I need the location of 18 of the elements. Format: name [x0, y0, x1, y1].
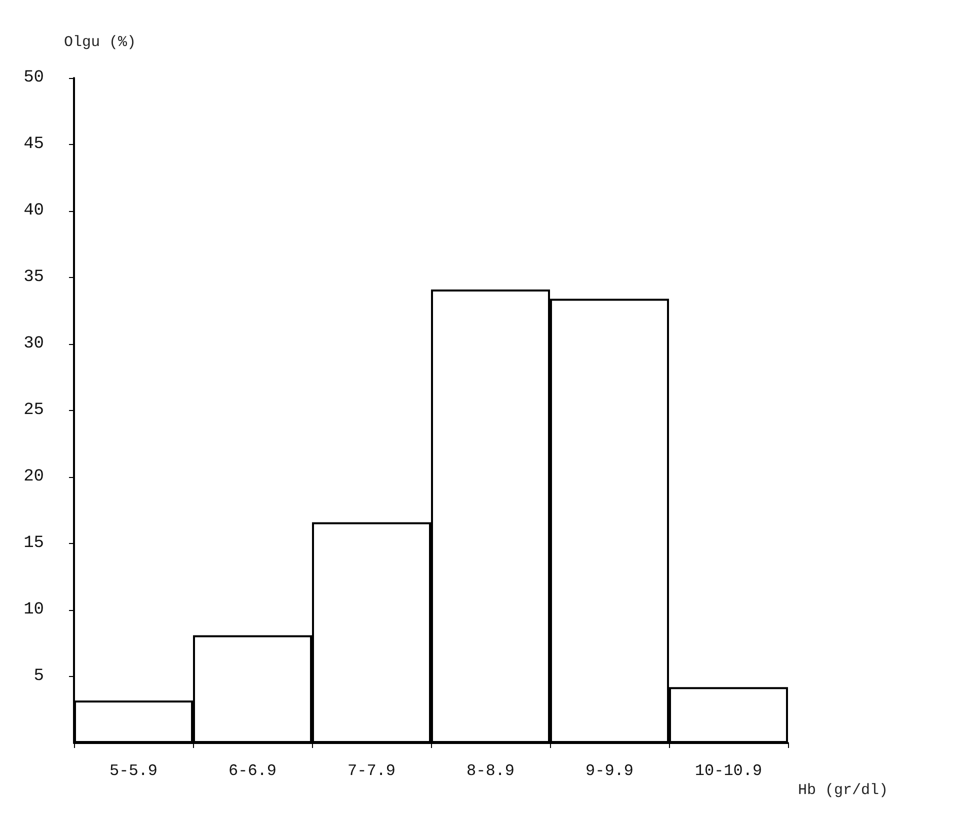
y-tick-label: 35 [24, 268, 44, 287]
x-tick-label: 10-10.9 [694, 762, 762, 780]
y-tick-label: 40 [24, 202, 44, 220]
y-tick-label: 10 [24, 600, 44, 620]
y-tick-label: 5 [34, 667, 44, 686]
y-tick-label: 25 [24, 401, 44, 420]
x-tick-label: 8-8.9 [466, 762, 515, 780]
x-tick-label: 5-5.9 [109, 762, 158, 780]
y-axis-title: Olgu (%) [64, 34, 136, 51]
x-tick-label: 9-9.9 [585, 762, 634, 780]
x-axis-title: Hb (gr/dl) [798, 782, 888, 799]
y-tick-label: 15 [24, 534, 44, 553]
y-tick-label: 50 [24, 68, 44, 88]
y-tick-label: 20 [24, 468, 44, 486]
y-tick-label: 45 [24, 135, 44, 154]
x-tick-label: 7-7.9 [347, 762, 396, 780]
y-tick-label: 30 [24, 334, 44, 354]
x-tick-label: 6-6.9 [228, 762, 277, 780]
